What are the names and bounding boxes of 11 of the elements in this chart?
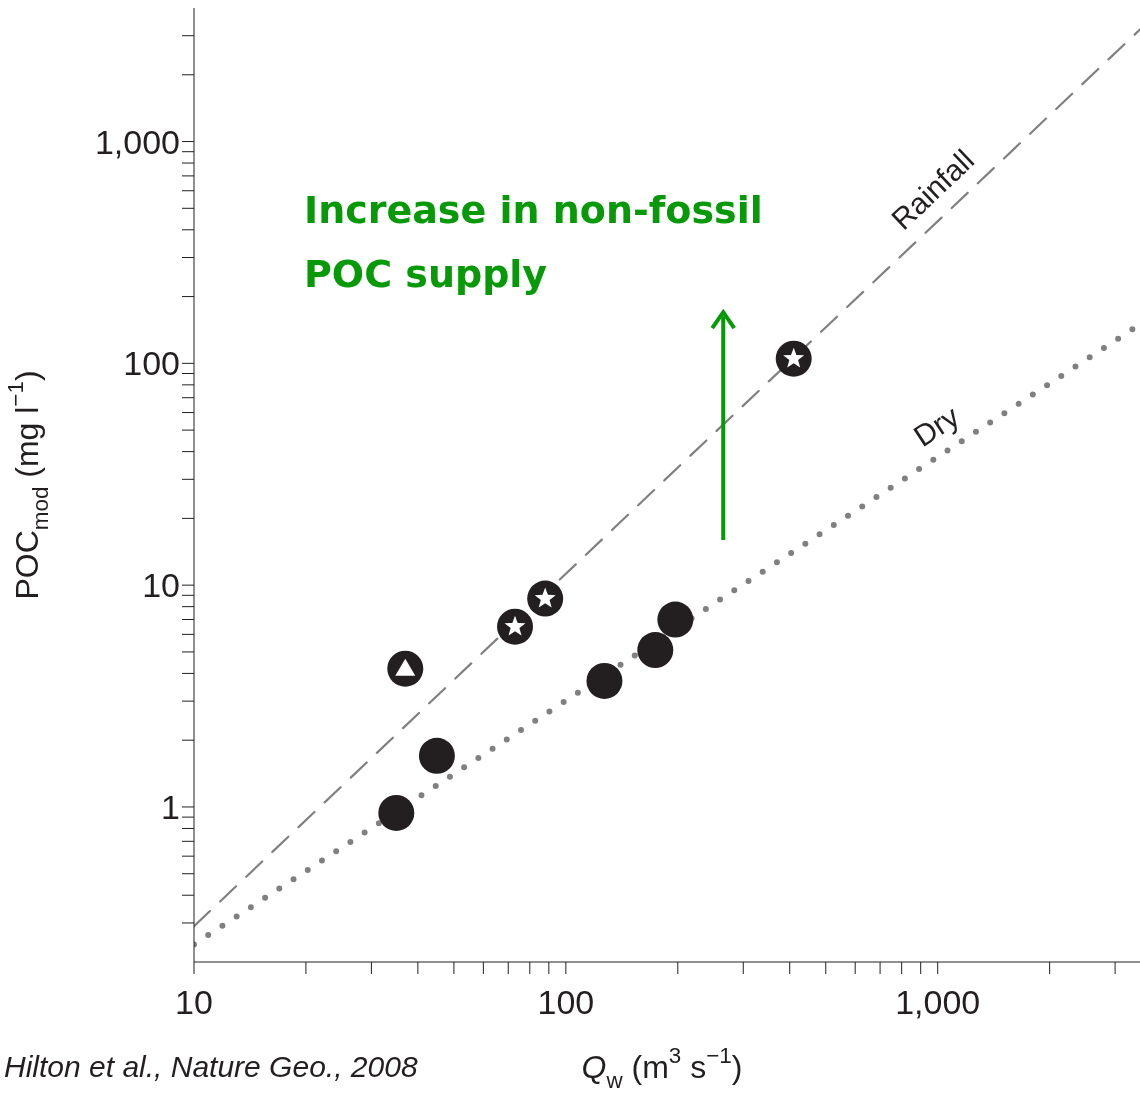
y-tick-label: 10 — [142, 566, 180, 605]
y-tick-label: 1,000 — [94, 122, 180, 161]
y-tick-label: 1 — [161, 788, 180, 827]
y-tick-label: 100 — [123, 344, 180, 383]
text: Hilton et al., Nature Geo., 2008 — [4, 1050, 418, 1084]
annotation: Increase in non-fossil POC supply — [304, 187, 764, 298]
text: Dry — [907, 399, 965, 453]
x-axis-title: Q$_{w}$ (m$^{3}$ s$^{−1}$) — [581, 1043, 743, 1094]
x-tick-label: 100 — [537, 983, 595, 1022]
x-tick-label: 10 — [175, 983, 213, 1022]
x-tick-label: 1,000 — [895, 983, 981, 1022]
